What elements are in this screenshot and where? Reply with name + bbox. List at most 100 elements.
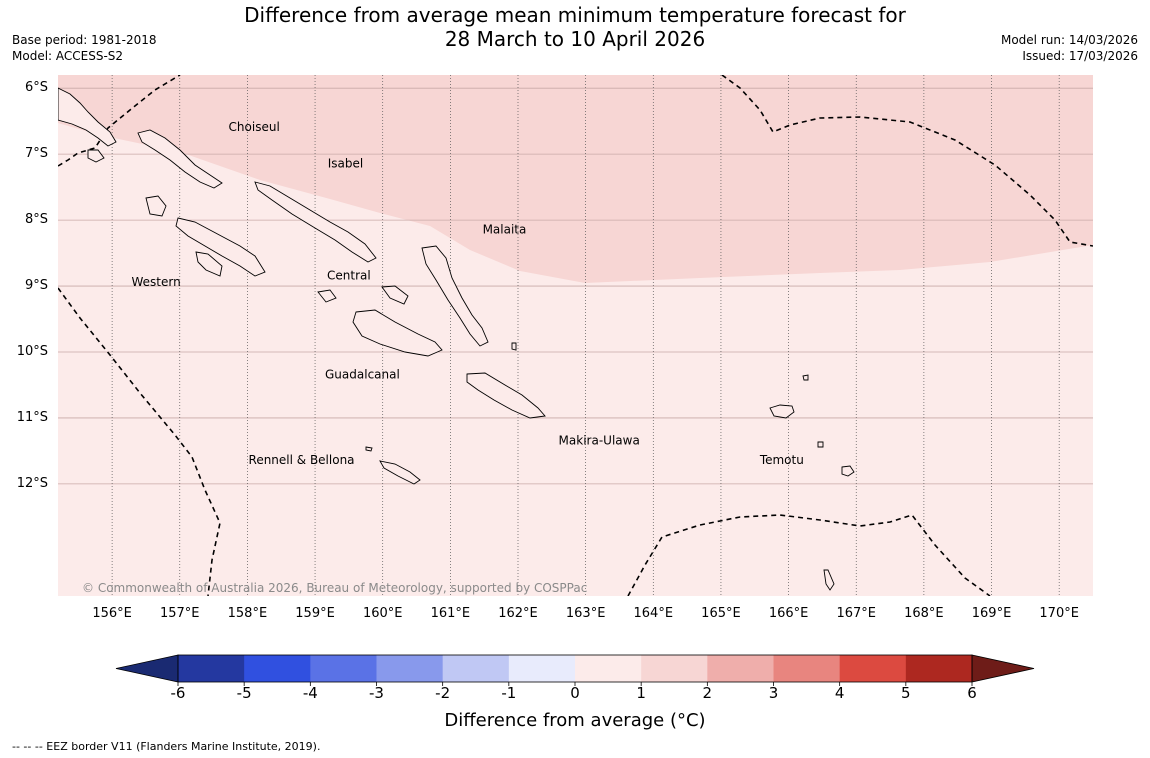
region-label: Choiseul xyxy=(229,120,280,134)
colorbar-tick-label: 0 xyxy=(570,684,580,702)
island-vella-lavella xyxy=(145,195,167,217)
title-line-2: 28 March to 10 April 2026 xyxy=(444,27,706,51)
colorbar-tick-label: 6 xyxy=(967,684,977,702)
lon-tick-label: 161°E xyxy=(430,606,471,621)
region-label: Makira-Ulawa xyxy=(559,433,640,447)
lon-tick-label: 170°E xyxy=(1039,606,1079,621)
lat-tick-label: 12°S xyxy=(16,475,48,491)
island-russell xyxy=(381,285,409,305)
colorbar-segment xyxy=(310,655,377,682)
island-bellona xyxy=(365,446,373,452)
colorbar-segment xyxy=(839,655,907,682)
eez-border xyxy=(58,75,1093,596)
colorbar-segment xyxy=(707,655,774,682)
colorbar-tick-label: -5 xyxy=(236,684,252,702)
colorbar xyxy=(115,654,1035,686)
island-rennell xyxy=(379,460,421,485)
region-label: Guadalcanal xyxy=(325,367,400,381)
region-labels: Choiseul Isabel Malaita Western Central Guada… xyxy=(131,120,803,467)
colorbar-label: Difference from average (°C) xyxy=(444,710,706,731)
lon-tick-label: 157°E xyxy=(159,606,200,621)
colorbar-tick-label: 5 xyxy=(901,684,911,702)
lat-tick-label: 10°S xyxy=(16,343,48,359)
island-florida xyxy=(317,289,337,303)
base-period: Base period: 1981-2018 xyxy=(12,33,157,47)
eez-line-south-west xyxy=(58,287,221,596)
island-santa-cruz xyxy=(769,404,795,419)
region-label: Isabel xyxy=(328,156,363,170)
island-isabel xyxy=(254,181,377,263)
colorbar-segment xyxy=(773,655,841,682)
colorbar-tick-label: 2 xyxy=(702,684,713,702)
model-name: Model: ACCESS-S2 xyxy=(12,49,124,63)
lon-tick-label: 167°E xyxy=(836,606,876,621)
region-label: Western xyxy=(131,275,180,289)
eez-line-north-east xyxy=(721,75,1093,247)
lon-tick-label: 162°E xyxy=(498,606,538,621)
title-line-1: Difference from average mean minimum tem… xyxy=(244,3,906,27)
colorbar-tick-label: -6 xyxy=(170,684,186,702)
island-guadalcanal xyxy=(352,309,443,357)
region-label: Malaita xyxy=(483,222,527,236)
meta-left: Base period: 1981-2018 Model: ACCESS-S2 xyxy=(12,32,157,64)
island-anuta xyxy=(823,569,835,591)
lon-tick-label: 166°E xyxy=(768,606,809,621)
colorbar-segment xyxy=(905,655,973,682)
colorbar-segment xyxy=(641,655,708,682)
lon-tick-label: 158°E xyxy=(227,606,268,621)
lat-tick-label: 11°S xyxy=(16,409,48,425)
region-label: Central xyxy=(327,268,371,282)
colorbar-segment xyxy=(244,655,311,682)
lon-tick-label: 168°E xyxy=(904,606,944,621)
island-shortland xyxy=(87,149,105,163)
colorbar-tick-label: -4 xyxy=(302,684,318,702)
eez-line-north-west xyxy=(58,75,181,167)
eez-footnote: -- -- -- EEZ border V11 (Flanders Marine… xyxy=(12,740,321,753)
lon-tick-label: 165°E xyxy=(701,606,741,621)
meta-right: Model run: 14/03/2026 Issued: 17/03/2026 xyxy=(1001,32,1138,64)
lon-tick-label: 159°E xyxy=(295,606,335,621)
model-run: Model run: 14/03/2026 xyxy=(1000,33,1138,47)
colorbar-tick-label: -2 xyxy=(435,684,451,702)
island-makira xyxy=(466,372,546,419)
island-choiseul xyxy=(137,129,223,189)
lon-tick-label: 156°E xyxy=(92,606,132,621)
colorbar-over-arrow xyxy=(971,654,1035,683)
lat-tick-label: 7°S xyxy=(24,146,48,162)
region-label: Temotu xyxy=(759,453,804,467)
island-tikopia xyxy=(817,441,824,448)
chart-title: Difference from average mean minimum tem… xyxy=(0,3,1150,51)
colorbar-under-arrow xyxy=(115,654,179,683)
graticule xyxy=(58,75,1093,596)
colorbar-tick-label: 4 xyxy=(834,684,845,702)
island-bougainville xyxy=(58,87,117,147)
lon-tick-label: 169°E xyxy=(971,606,1012,621)
colorbar-tick-label: 1 xyxy=(636,684,646,702)
lat-tick-label: 8°S xyxy=(24,212,48,228)
region-label: Rennell & Bellona xyxy=(249,453,355,467)
island-vanikoro xyxy=(841,465,855,477)
colorbar-segment xyxy=(178,655,245,682)
lon-tick-label: 163°E xyxy=(565,606,606,621)
anomaly-band-1-2 xyxy=(58,75,1093,283)
colorbar-tick-label: -1 xyxy=(501,684,517,702)
copyright-notice: © Commonwealth of Australia 2026, Bureau… xyxy=(82,581,588,595)
colorbar-tick-label: -3 xyxy=(369,684,384,702)
colorbar-segment xyxy=(442,655,510,682)
issued-date: Issued: 17/03/2026 xyxy=(1022,49,1138,63)
lat-tick-label: 6°S xyxy=(24,80,48,96)
island-reef-islands xyxy=(802,374,809,381)
colorbar-tick-label: 3 xyxy=(768,684,779,702)
lat-tick-label: 9°S xyxy=(24,278,48,294)
island-new-georgia xyxy=(175,217,266,277)
eez-line-south-east xyxy=(627,514,991,596)
colorbar-segment xyxy=(376,655,444,682)
island-rendova xyxy=(195,251,223,277)
island-ulawa xyxy=(511,342,517,351)
lon-tick-label: 160°E xyxy=(362,606,403,621)
colorbar-segment xyxy=(575,655,642,682)
island-malaita xyxy=(421,245,489,347)
coastlines xyxy=(58,87,855,591)
colorbar-segment xyxy=(508,655,576,682)
